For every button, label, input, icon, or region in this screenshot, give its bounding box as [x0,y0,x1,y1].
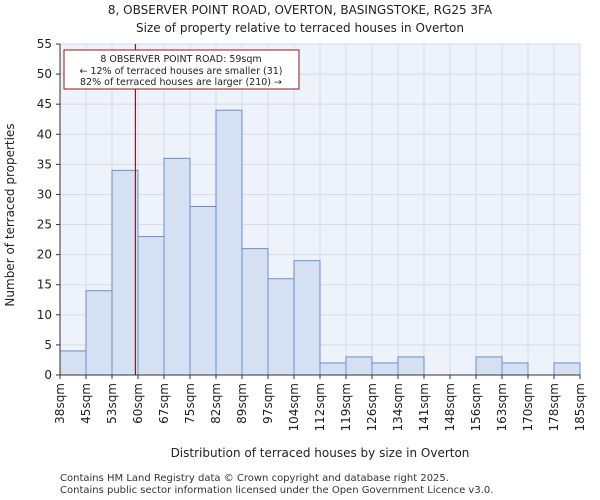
x-tick-label-178sqm: 178sqm [547,383,561,431]
x-tick-label-119sqm: 119sqm [339,383,353,431]
y-tick-label: 0 [44,368,52,382]
x-tick-label-60sqm: 60sqm [131,383,145,424]
y-tick-label: 25 [37,218,52,232]
x-tick-label-163sqm: 163sqm [495,383,509,431]
x-tick-label-134sqm: 134sqm [391,383,405,431]
x-tick-label-126sqm: 126sqm [365,383,379,431]
bar-126sqm [371,362,399,376]
annotation-line2: ← 12% of terraced houses are smaller (31… [79,66,282,77]
y-axis-label: Number of terraced properties [3,123,17,306]
x-tick-label-89sqm: 89sqm [235,383,249,424]
y-tick-label: 15 [37,278,52,292]
bar-119sqm [345,356,373,376]
y-tick-label: 45 [37,97,52,111]
y-tick-label: 20 [37,248,52,262]
bar-67sqm [163,157,191,376]
y-tick-label: 35 [37,157,52,171]
x-tick-label-141sqm: 141sqm [417,383,431,431]
x-tick-label-38sqm: 38sqm [53,383,67,424]
chart-title-line2: Size of property relative to terraced ho… [136,21,464,35]
x-tick-label-148sqm: 148sqm [443,383,457,431]
bar-97sqm [267,278,295,376]
bar-45sqm [85,290,113,376]
bar-163sqm [501,362,529,376]
annotation-box: 8 OBSERVER POINT ROAD: 59sqm ← 12% of te… [63,49,300,90]
y-tick-label: 50 [37,67,52,81]
bar-134sqm [397,356,425,376]
bar-75sqm [189,205,217,376]
x-axis-label: Distribution of terraced houses by size … [171,446,470,460]
bar-60sqm [137,236,165,376]
x-tick-label-67sqm: 67sqm [157,383,171,424]
chart-title-line1: 8, OBSERVER POINT ROAD, OVERTON, BASINGS… [108,3,493,17]
annotation-line1: 8 OBSERVER POINT ROAD: 59sqm [100,54,261,65]
bar-38sqm [59,350,87,376]
x-tick-label-104sqm: 104sqm [287,383,301,431]
annotation-line3: 82% of terraced houses are larger (210) … [80,77,282,88]
x-tick-label-185sqm: 185sqm [573,383,587,431]
y-tick-label: 5 [44,338,52,352]
x-tick-label-156sqm: 156sqm [469,383,483,431]
x-tick-label-82sqm: 82sqm [209,383,223,424]
x-tick-label-112sqm: 112sqm [313,383,327,431]
x-tick-label-170sqm: 170sqm [521,383,535,431]
bar-104sqm [293,260,321,376]
bar-82sqm [215,109,243,376]
bar-178sqm [553,362,581,376]
x-tick-label-97sqm: 97sqm [261,383,275,424]
x-tick-label-75sqm: 75sqm [183,383,197,424]
bar-112sqm [319,362,347,376]
y-tick-labels: 0 5 10 15 20 25 30 35 40 45 50 55 [37,37,60,382]
bar-89sqm [241,248,269,376]
y-tick-label: 40 [37,127,52,141]
x-tick-label-45sqm: 45sqm [79,383,93,424]
bars [59,109,581,376]
bar-53sqm [111,169,139,376]
x-tick-labels: 38sqm 45sqm 53sqm 60sqm 67sqm 75sqm 82sqm 89sqm… [53,375,587,431]
bar-156sqm [475,356,503,376]
x-tick-label-53sqm: 53sqm [105,383,119,424]
y-tick-label: 55 [37,37,52,51]
y-tick-label: 30 [37,187,52,201]
footer-attribution-line1: Contains HM Land Registry data © Crown c… [60,473,449,484]
y-tick-label: 10 [37,308,52,322]
footer-attribution-line2: Contains public sector information licen… [60,485,494,496]
